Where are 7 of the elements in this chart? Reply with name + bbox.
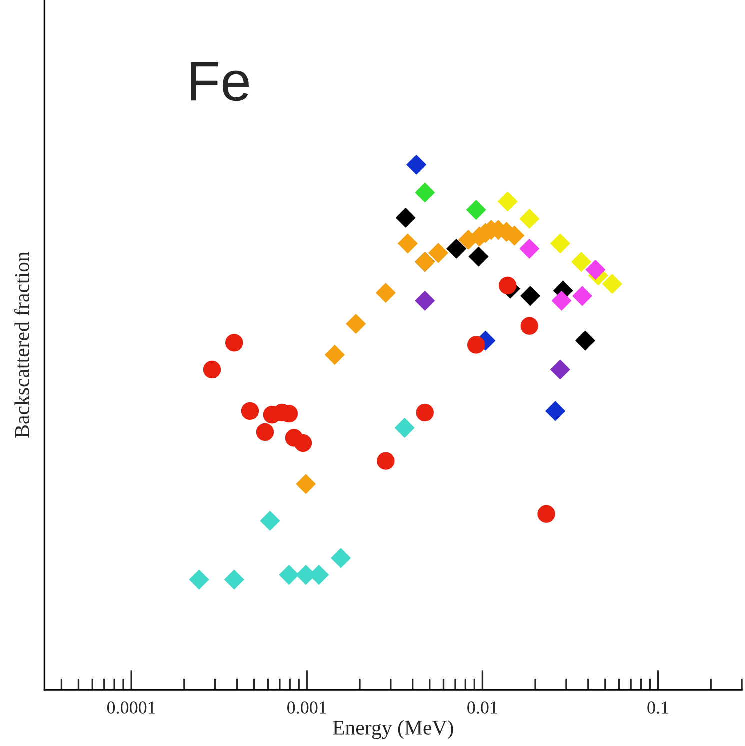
- x-tick-label: 0.01: [468, 702, 498, 714]
- y-axis-title: Backscattered fraction: [14, 252, 30, 438]
- chart-title: Fe: [191, 62, 249, 102]
- x-tick-label: 0.001: [288, 702, 326, 714]
- x-axis-title: Energy (MeV): [333, 720, 454, 740]
- x-tick-label: 0.1: [648, 702, 668, 714]
- x-tick-label: 0.0001: [107, 702, 156, 714]
